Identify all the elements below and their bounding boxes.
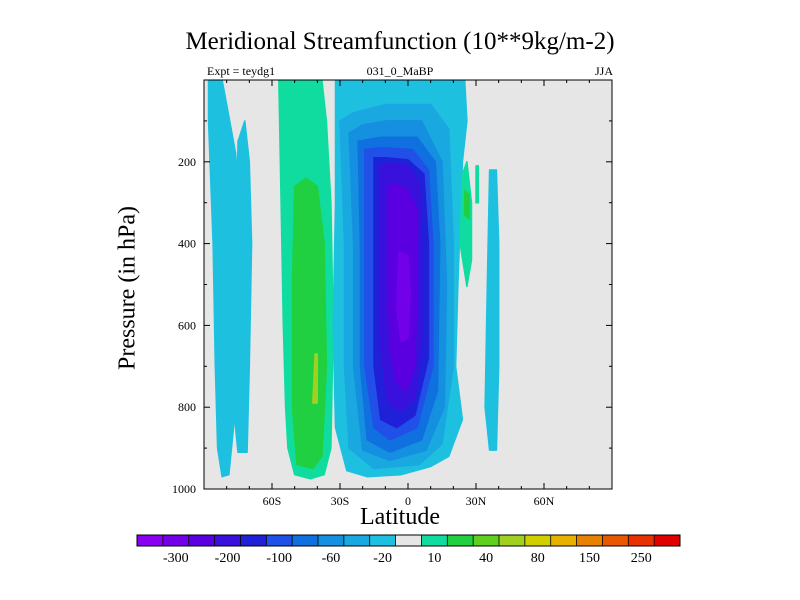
x-tick-label: 0 <box>405 494 411 508</box>
x-axis-label: Latitude <box>360 504 440 530</box>
contour-region-nh-cyan-strip <box>484 169 500 451</box>
season-label: JJA <box>594 64 613 78</box>
x-tick-label: 30S <box>331 494 350 508</box>
y-tick-label: 200 <box>178 155 196 169</box>
y-tick-label: 1000 <box>172 482 196 496</box>
contour-fills <box>207 80 500 480</box>
x-tick-label: 30N <box>466 494 487 508</box>
chart-title: Meridional Streamfunction (10**9kg/m-2) <box>185 28 615 55</box>
contour-region-sh-ferrel-cyan-2 <box>232 120 253 453</box>
contour-region-nh-green-patch <box>463 189 470 220</box>
y-axis-label: Pressure (in hPa) <box>114 206 141 370</box>
y-tick-label: 800 <box>178 400 196 414</box>
experiment-label: Expt = teydg1 <box>207 64 276 78</box>
time-label: 031_0_MaBP <box>366 64 434 78</box>
contour-region-sh-hadley-yellowgreen <box>312 353 319 404</box>
y-tick-label: 600 <box>178 318 196 332</box>
x-tick-label: 60S <box>263 494 282 508</box>
y-tick-label: 400 <box>178 237 196 251</box>
contour-region-nh-teal-patch <box>459 161 473 288</box>
x-tick-label: 60N <box>534 494 555 508</box>
contour-region-cell-purple <box>395 251 412 343</box>
contour-region-sh-hadley-green <box>291 177 328 470</box>
contour-region-nh-teal-strip <box>475 165 480 204</box>
